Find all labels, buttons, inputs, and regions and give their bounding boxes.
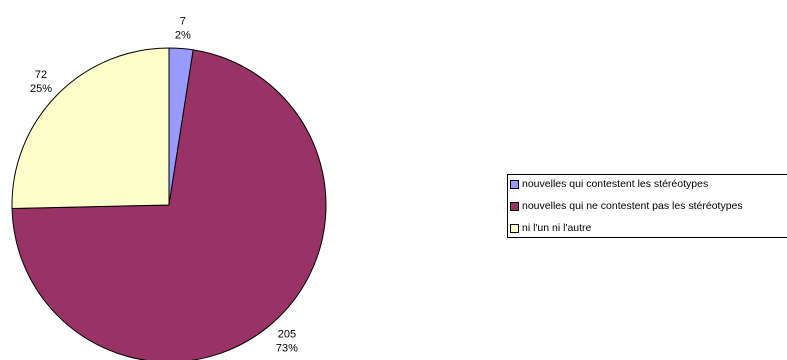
legend-label-ne-contestent-pas: nouvelles qui ne contestent pas les stér… [522,200,743,212]
pie-slice-ni-l-un-ni-l-autre [11,47,170,209]
data-label-value-contestent: 7 [180,16,186,28]
legend-swatch-contestent [510,179,519,189]
legend-swatch-ni-l-un-ni-l-autre [510,223,519,233]
pie-slices [11,47,327,360]
legend-swatch-ne-contestent-pas [510,201,519,211]
pie-slice-ne-contestent-pas [11,49,327,360]
legend-item-contestent: nouvelles qui contestent les stéréotypes [510,177,708,191]
data-label-percent-ni-l-un-ni-l-autre: 25% [30,83,52,95]
pie-data-labels: 7 2% 205 73% 72 25% [30,16,298,355]
data-label-value-ne-contestent-pas: 205 [278,329,296,341]
data-label-percent-ne-contestent-pas: 73% [276,343,298,355]
legend-label-contestent: nouvelles qui contestent les stéréotypes [522,178,709,190]
legend-item-ne-contestent-pas: nouvelles qui ne contestent pas les stér… [510,199,743,213]
chart-legend: nouvelles qui contestent les stéréotypes… [507,174,787,238]
data-label-percent-contestent: 2% [175,30,191,42]
data-label-value-ni-l-un-ni-l-autre: 72 [35,69,47,81]
legend-item-ni-l-un-ni-l-autre: ni l'un ni l'autre [510,221,591,235]
legend-label-ni-l-un-ni-l-autre: ni l'un ni l'autre [522,222,592,234]
